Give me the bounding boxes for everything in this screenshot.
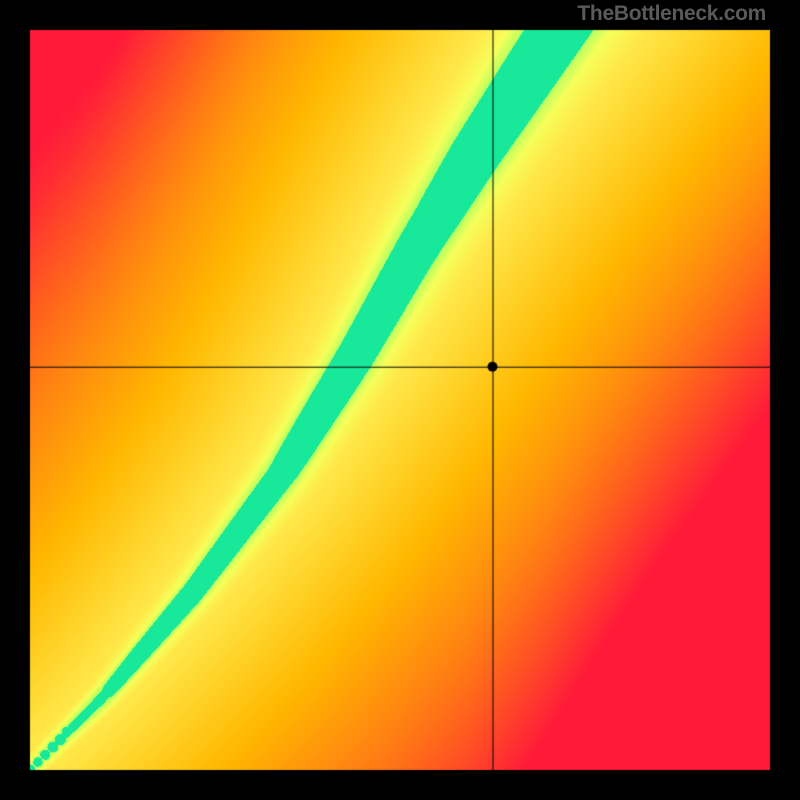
heatmap-canvas: [0, 0, 800, 800]
chart-container: TheBottleneck.com: [0, 0, 800, 800]
attribution-label: TheBottleneck.com: [577, 2, 766, 26]
